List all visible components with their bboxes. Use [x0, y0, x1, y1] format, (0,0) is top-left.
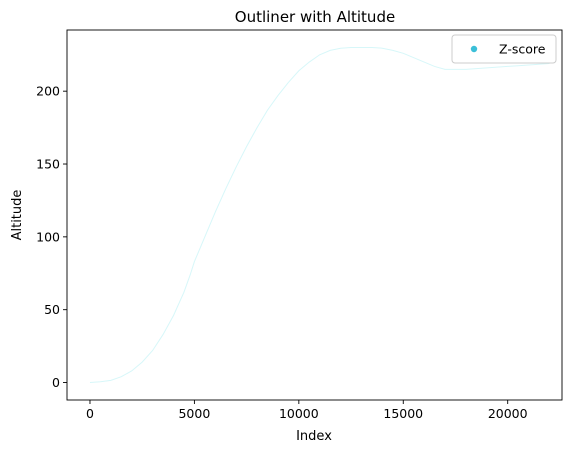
x-tick-label: 20000: [488, 406, 528, 421]
y-tick-label: 200: [36, 84, 60, 99]
legend-marker: [470, 45, 478, 53]
legend-box: [451, 34, 557, 64]
legend: Z-score: [451, 34, 557, 64]
y-tick-label: 50: [44, 302, 60, 317]
x-tick-label: 15000: [383, 406, 423, 421]
x-axis-label: Index: [296, 429, 332, 444]
plot-area: [66, 29, 563, 401]
series-layer: [89, 46, 550, 384]
y-axis-label: Altitude: [10, 190, 25, 241]
x-tick-label: 5000: [178, 406, 210, 421]
y-tick-label: 0: [52, 375, 60, 390]
y-axis: 0 50 100 150 200: [36, 84, 67, 390]
chart-title: Outliner with Altitude: [235, 8, 395, 26]
x-axis: 0 5000 10000 15000 20000: [86, 400, 528, 421]
x-tick-label: 10000: [279, 406, 319, 421]
legend-label-z-score: Z-score: [499, 42, 546, 57]
series-line-0: [89, 46, 550, 384]
axes-frame: [66, 29, 563, 401]
y-tick-label: 150: [36, 157, 60, 172]
x-tick-label: 0: [86, 406, 94, 421]
y-tick-label: 100: [36, 229, 60, 244]
